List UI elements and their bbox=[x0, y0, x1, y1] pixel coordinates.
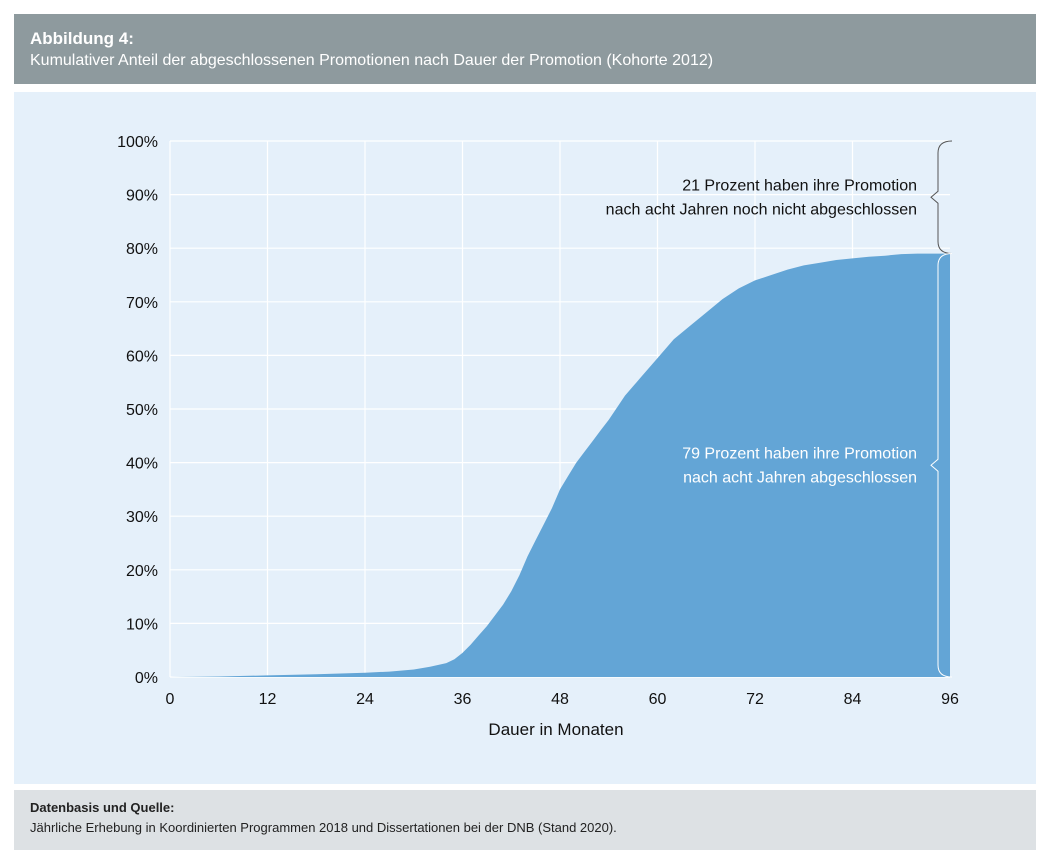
annotation-brace bbox=[930, 253, 953, 678]
y-axis-ticks: 0% 10% 20% 30% 40% 50% 60% 70% 80% 90% 100% bbox=[117, 134, 158, 687]
completion-area bbox=[170, 253, 950, 677]
x-tick-label: 96 bbox=[941, 691, 959, 708]
source-box: Datenbasis und Quelle: Jährliche Erhebun… bbox=[14, 790, 1036, 850]
y-tick-label: 0% bbox=[135, 670, 158, 687]
y-tick-label: 50% bbox=[126, 402, 158, 419]
x-tick-label: 84 bbox=[844, 691, 862, 708]
annotation-text: 21 Prozent haben ihre Promotion bbox=[682, 177, 917, 194]
x-axis-ticks: 0 12 24 36 48 60 72 84 96 bbox=[166, 691, 959, 708]
x-tick-label: 24 bbox=[356, 691, 374, 708]
y-tick-label: 60% bbox=[126, 348, 158, 365]
x-tick-label: 72 bbox=[746, 691, 764, 708]
x-tick-label: 12 bbox=[259, 691, 277, 708]
y-tick-label: 10% bbox=[126, 616, 158, 633]
y-tick-label: 80% bbox=[126, 241, 158, 258]
y-tick-label: 20% bbox=[126, 563, 158, 580]
y-tick-label: 30% bbox=[126, 509, 158, 526]
x-tick-label: 0 bbox=[166, 691, 175, 708]
annotation-text: 79 Prozent haben ihre Promotion bbox=[682, 445, 917, 462]
y-tick-label: 40% bbox=[126, 456, 158, 473]
source-text: Jährliche Erhebung in Koordinierten Prog… bbox=[30, 820, 617, 835]
x-tick-label: 48 bbox=[551, 691, 569, 708]
figure-header: Abbildung 4: Kumulativer Anteil der abge… bbox=[14, 14, 1036, 84]
y-tick-label: 100% bbox=[117, 134, 158, 151]
x-tick-label: 36 bbox=[454, 691, 472, 708]
x-axis-label: Dauer in Monaten bbox=[488, 720, 623, 739]
source-label: Datenbasis und Quelle: bbox=[30, 800, 175, 815]
annotation-text: nach acht Jahren noch nicht abgeschlosse… bbox=[606, 201, 917, 218]
y-tick-label: 90% bbox=[126, 188, 158, 205]
x-tick-label: 60 bbox=[649, 691, 667, 708]
y-tick-label: 70% bbox=[126, 295, 158, 312]
annotations: 21 Prozent haben ihre Promotion nach acht… bbox=[606, 177, 917, 486]
annotation-braces bbox=[930, 140, 953, 678]
figure-label: Abbildung 4: bbox=[30, 29, 134, 48]
figure-title: Kumulativer Anteil der abgeschlossenen P… bbox=[30, 52, 714, 69]
annotation-text: nach acht Jahren abgeschlossen bbox=[683, 469, 917, 486]
annotation-brace bbox=[930, 140, 953, 255]
